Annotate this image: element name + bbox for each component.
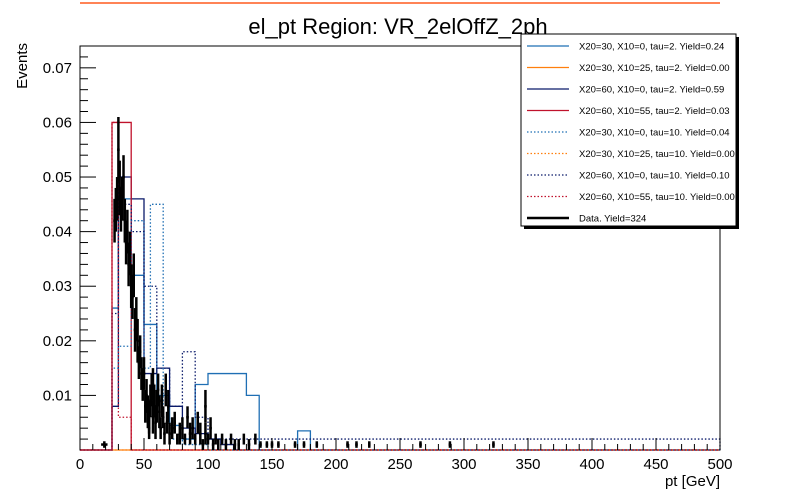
data-point — [193, 433, 197, 445]
x-tick-label: 400 — [579, 456, 604, 473]
data-point — [128, 231, 132, 276]
legend-entry-label: X20=60, X10=0, tau=10. Yield=0.10 — [579, 171, 730, 182]
y-tick-label: 0.07 — [43, 60, 72, 77]
data-point — [115, 177, 119, 221]
data-point — [183, 433, 187, 445]
x-tick-label: 0 — [76, 456, 84, 473]
y-tick-label: 0.06 — [43, 114, 72, 131]
data-point — [176, 433, 179, 445]
data-point — [167, 389, 170, 423]
data-point — [158, 395, 161, 429]
y-axis-label: Events — [14, 43, 31, 89]
legend-entry-label: X20=30, X10=0, tau=10. Yield=0.04 — [579, 128, 730, 139]
x-tick-label: 200 — [323, 456, 348, 473]
chart-title: el_pt Region: VR_2elOffZ_2ph — [248, 14, 547, 39]
data-point — [237, 439, 240, 450]
legend-entry-label: X20=60, X10=55, tau=2. Yield=0.03 — [579, 106, 730, 117]
legend-entry-label: X20=30, X10=25, tau=2. Yield=0.00 — [579, 63, 730, 74]
data-point — [191, 417, 194, 440]
x-tick-label: 50 — [136, 456, 153, 473]
data-point — [355, 441, 358, 448]
x-axis-ticks: 0 50 100 150 200 250 300 350 400 450 500 — [76, 438, 733, 473]
data-point — [199, 422, 202, 445]
x-tick-label: 450 — [643, 456, 668, 473]
data-point — [229, 433, 233, 445]
data-point — [201, 439, 205, 450]
series-line-0 — [80, 198, 720, 451]
data-point — [492, 441, 495, 448]
data-point — [220, 433, 224, 445]
data-point — [204, 422, 207, 445]
x-tick-label: 100 — [195, 456, 220, 473]
plot-area — [79, 45, 721, 451]
legend-box — [520, 33, 737, 227]
data-point — [142, 357, 146, 390]
data-point — [117, 116, 120, 183]
legend-entry-label: X20=60, X10=55, tau=10. Yield=0.00 — [579, 192, 735, 203]
data-point — [315, 441, 319, 448]
data-point — [209, 417, 212, 440]
data-point — [156, 373, 160, 407]
y-tick-label: 0.03 — [43, 278, 72, 295]
data-point — [302, 441, 306, 448]
data-point — [178, 422, 182, 445]
legend-entry-label: Data. Yield=324 — [579, 214, 646, 225]
data-point — [196, 411, 200, 434]
x-tick-label: 150 — [259, 456, 284, 473]
data-point — [204, 389, 207, 423]
data-point — [211, 439, 215, 450]
data-point — [164, 373, 168, 407]
data-point — [265, 441, 269, 448]
x-tick-label: 300 — [451, 456, 476, 473]
data-point — [181, 417, 184, 440]
data-point — [247, 439, 251, 450]
data-point — [159, 417, 162, 440]
y-tick-label: 0.05 — [43, 169, 72, 186]
legend-entry-label: X20=30, X10=0, tau=2. Yield=0.24 — [579, 42, 724, 53]
data-point — [254, 433, 257, 445]
y-tick-label: 0.01 — [43, 387, 72, 404]
legend-entry-label: X20=60, X10=0, tau=2. Yield=0.59 — [579, 85, 724, 96]
x-tick-label: 500 — [707, 456, 732, 473]
x-tick-label: 250 — [387, 456, 412, 473]
data-point — [147, 417, 151, 440]
legend: X20=30, X10=0, tau=2. Yield=0.24 X20=30, … — [520, 33, 739, 229]
data-point — [277, 441, 280, 448]
data-point — [170, 417, 174, 440]
data-point — [126, 209, 129, 254]
series-line-4 — [80, 203, 720, 451]
data-point — [214, 433, 217, 445]
y-tick-label: 0.04 — [43, 224, 72, 241]
data-point — [163, 422, 166, 445]
data-point — [138, 335, 142, 369]
series-line-6 — [80, 203, 721, 451]
data-point — [132, 253, 136, 298]
data-point — [293, 441, 297, 448]
y-tick-label: 0.02 — [43, 333, 72, 350]
data-point — [242, 433, 246, 445]
legend-entry-label: X20=30, X10=25, tau=10. Yield=0.00 — [579, 149, 735, 160]
data-point — [151, 368, 155, 401]
data-point — [122, 155, 125, 199]
x-tick-label: 350 — [515, 456, 540, 473]
data-point — [160, 384, 164, 418]
data-point — [419, 441, 422, 448]
data-point — [173, 411, 176, 434]
data-point — [186, 406, 189, 429]
data-point — [168, 422, 171, 445]
x-axis-label: pt [GeV] — [665, 473, 720, 490]
data-point — [224, 439, 228, 450]
data-point — [216, 439, 220, 450]
data-point — [101, 441, 108, 448]
data-point — [161, 406, 165, 429]
data-point — [368, 441, 371, 448]
y-axis-ticks: 0.01 0.02 0.03 0.04 0.05 0.06 0.07 — [43, 56, 96, 440]
data-point — [188, 422, 192, 445]
data-point — [136, 318, 139, 363]
